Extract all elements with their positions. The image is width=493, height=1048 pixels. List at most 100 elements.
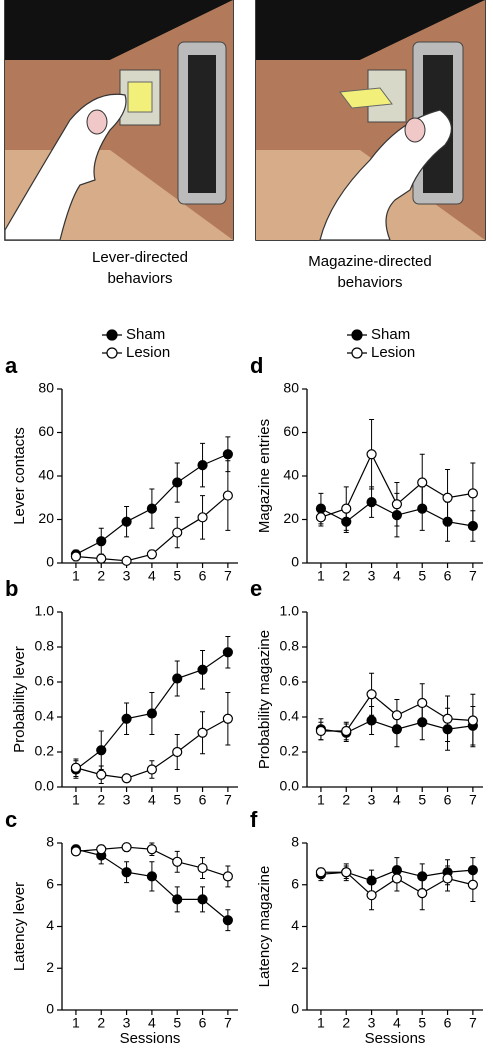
y-tick-label: 80 xyxy=(283,380,299,396)
x-tick-label: 6 xyxy=(199,568,207,584)
x-tick-label: 1 xyxy=(72,1015,80,1031)
data-point xyxy=(70,762,82,773)
x-tick-label: 2 xyxy=(342,792,350,808)
x-tick-label: 3 xyxy=(123,568,131,584)
y-tick-label: 0.8 xyxy=(280,638,300,654)
x-tick-label: 2 xyxy=(97,568,105,584)
y-tick-label: 6 xyxy=(46,875,54,891)
y-tick-label: 40 xyxy=(38,467,54,483)
data-point xyxy=(172,856,183,867)
y-tick-label: 60 xyxy=(283,423,299,439)
data-point xyxy=(197,727,208,738)
y-axis-label: Probability magazine xyxy=(256,630,273,769)
data-point xyxy=(197,894,208,905)
data-point xyxy=(146,503,157,514)
y-axis-label: Magazine entries xyxy=(256,419,273,533)
x-tick-label: 6 xyxy=(199,792,207,808)
data-point xyxy=(417,697,428,709)
x-tick-label: 1 xyxy=(317,792,325,808)
y-tick-label: 1.0 xyxy=(280,603,300,619)
x-tick-label: 1 xyxy=(72,568,80,584)
x-tick-label: 5 xyxy=(173,568,181,584)
data-point xyxy=(442,713,453,724)
data-point xyxy=(172,477,183,488)
x-tick-label: 4 xyxy=(148,792,156,808)
x-tick-label: 2 xyxy=(97,1015,105,1031)
x-tick-label: 6 xyxy=(199,1015,207,1031)
x-tick-label: 5 xyxy=(418,792,426,808)
x-tick-label: 3 xyxy=(123,1015,131,1031)
x-tick-label: 1 xyxy=(317,568,325,584)
legend-marker xyxy=(106,347,118,359)
x-tick-label: 7 xyxy=(224,568,232,584)
data-point xyxy=(197,460,208,471)
data-point xyxy=(70,846,82,857)
x-tick-label: 5 xyxy=(173,1015,181,1031)
data-point xyxy=(366,689,377,700)
legend-marker xyxy=(351,329,363,341)
y-tick-label: 2 xyxy=(46,959,54,975)
data-point xyxy=(366,449,377,460)
data-point xyxy=(121,713,132,724)
panel-letter: c xyxy=(5,807,17,832)
y-axis-label: Lever contacts xyxy=(11,427,28,525)
data-point xyxy=(222,449,233,460)
y-axis-label: Latency lever xyxy=(11,882,28,971)
data-point xyxy=(366,715,377,726)
data-point xyxy=(315,867,327,878)
data-point xyxy=(96,769,107,780)
y-tick-label: 40 xyxy=(283,467,299,483)
y-tick-label: 6 xyxy=(291,875,299,891)
data-point xyxy=(121,867,132,878)
data-point xyxy=(315,512,327,523)
data-point xyxy=(172,746,183,758)
x-tick-label: 2 xyxy=(342,1015,350,1031)
y-tick-label: 0 xyxy=(46,554,54,570)
caption: behaviors xyxy=(337,274,402,291)
data-point xyxy=(197,512,208,523)
y-tick-label: 4 xyxy=(46,917,54,933)
data-point xyxy=(146,549,157,560)
data-point xyxy=(121,842,132,853)
x-tick-label: 4 xyxy=(393,792,401,808)
x-tick-label: 3 xyxy=(368,568,376,584)
panel-letter: b xyxy=(5,576,18,601)
x-tick-label: 1 xyxy=(72,792,80,808)
x-tick-label: 6 xyxy=(444,1015,452,1031)
data-point xyxy=(341,725,352,737)
x-tick-label: 7 xyxy=(224,792,232,808)
caption: Magazine-directed xyxy=(308,253,431,270)
data-point xyxy=(442,492,453,503)
data-point xyxy=(96,536,107,547)
y-tick-label: 0.4 xyxy=(280,708,300,724)
data-point xyxy=(391,499,402,510)
panel-letter: f xyxy=(250,807,258,832)
y-tick-label: 0 xyxy=(291,554,299,570)
data-point xyxy=(121,516,132,527)
y-tick-label: 0.6 xyxy=(280,673,300,689)
data-point xyxy=(197,664,208,675)
legend-label: Sham xyxy=(126,326,165,343)
data-point xyxy=(172,527,183,538)
y-tick-label: 0 xyxy=(291,1001,299,1017)
y-tick-label: 80 xyxy=(38,380,54,396)
legend-marker xyxy=(106,329,118,341)
y-tick-label: 4 xyxy=(291,917,299,933)
caption: behaviors xyxy=(107,270,172,287)
data-point xyxy=(172,673,183,684)
y-tick-label: 0.2 xyxy=(280,743,300,759)
y-tick-label: 8 xyxy=(46,834,54,850)
x-tick-label: 7 xyxy=(469,1015,477,1031)
data-point xyxy=(315,725,327,737)
data-point xyxy=(96,553,107,564)
data-point xyxy=(222,713,233,724)
y-tick-label: 0.0 xyxy=(35,778,55,794)
data-point xyxy=(417,887,428,899)
y-tick-label: 20 xyxy=(283,510,299,526)
x-tick-label: 6 xyxy=(444,792,452,808)
data-point xyxy=(70,551,82,562)
legend-label: Lesion xyxy=(126,344,170,361)
x-tick-label: 4 xyxy=(148,568,156,584)
data-point xyxy=(146,844,157,855)
data-point xyxy=(197,862,208,874)
